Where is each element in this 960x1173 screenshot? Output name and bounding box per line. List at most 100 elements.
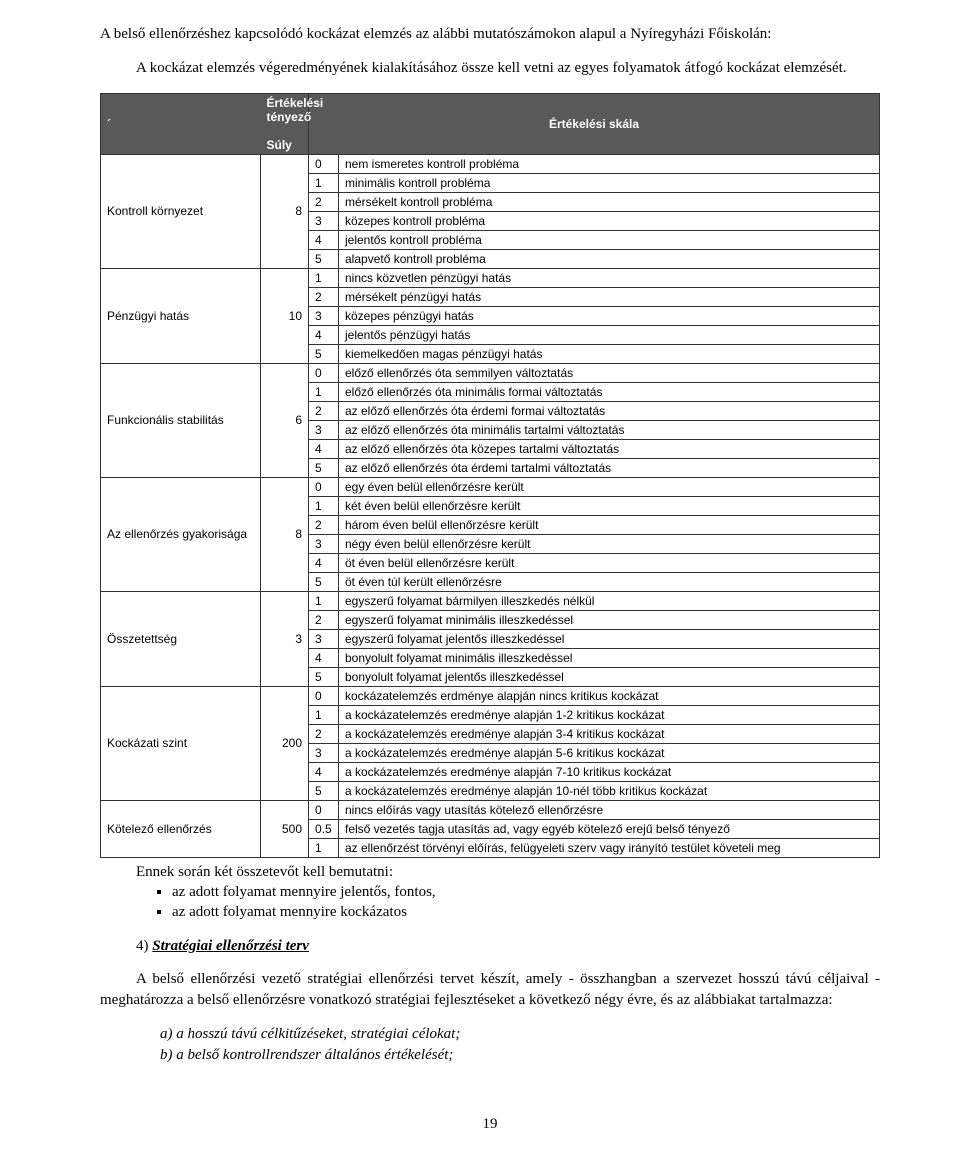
table-row: Az ellenőrzés gyakorisága80egy éven belü… [101,477,880,496]
scale-text-cell: a kockázatelemzés eredménye alapján 5-6 … [339,743,880,762]
scale-code-cell: 4 [309,553,339,572]
scale-text-cell: kiemelkedően magas pénzügyi hatás [339,344,880,363]
intro-paragraph-1: A belső ellenőrzéshez kapcsolódó kockáza… [100,24,880,44]
scale-code-cell: 0 [309,800,339,819]
table-row: Összetettség31egyszerű folyamat bármilye… [101,591,880,610]
scale-code-cell: 5 [309,458,339,477]
scale-text-cell: három éven belül ellenőrzésre került [339,515,880,534]
scale-text-cell: egy éven belül ellenőrzésre került [339,477,880,496]
table-row: Kontroll környezet80nem ismeretes kontro… [101,154,880,173]
scale-code-cell: 0 [309,363,339,382]
header-weight-label: Súly [267,138,292,152]
scale-text-cell: négy éven belül ellenőrzésre került [339,534,880,553]
scale-text-cell: közepes pénzügyi hatás [339,306,880,325]
scale-code-cell: 3 [309,306,339,325]
scale-code-cell: 5 [309,667,339,686]
scale-text-cell: nincs közvetlen pénzügyi hatás [339,268,880,287]
factor-weight-cell: 10 [261,268,309,363]
factor-name-cell: Kockázati szint [101,686,261,800]
scale-text-cell: a kockázatelemzés eredménye alapján 10-n… [339,781,880,800]
scale-text-cell: alapvető kontroll probléma [339,249,880,268]
scale-text-cell: az előző ellenőrzés óta közepes tartalmi… [339,439,880,458]
table-row: Kötelező ellenőrzés5000nincs előírás vag… [101,800,880,819]
scale-text-cell: kockázatelemzés erdménye alapján nincs k… [339,686,880,705]
scale-code-cell: 0 [309,154,339,173]
scale-code-cell: 1 [309,496,339,515]
scale-code-cell: 2 [309,192,339,211]
scale-text-cell: az előző ellenőrzés óta minimális tartal… [339,420,880,439]
scale-code-cell: 4 [309,230,339,249]
factor-weight-cell: 8 [261,154,309,268]
scale-text-cell: nem ismeretes kontroll probléma [339,154,880,173]
scale-code-cell: 3 [309,629,339,648]
scale-text-cell: mérsékelt kontroll probléma [339,192,880,211]
scale-code-cell: 1 [309,382,339,401]
scale-text-cell: a kockázatelemzés eredménye alapján 3-4 … [339,724,880,743]
heading-title: Stratégiai ellenőrzési terv [152,938,309,954]
scale-code-cell: 2 [309,610,339,629]
section-heading-4: 4) Stratégiai ellenőrzési terv [136,938,880,955]
bullet-list: az adott folyamat mennyire jelentős, fon… [100,882,880,923]
scale-code-cell: 2 [309,724,339,743]
header-corner: ´ [101,93,261,154]
factor-name-cell: Pénzügyi hatás [101,268,261,363]
factor-name-cell: Kontroll környezet [101,154,261,268]
factor-weight-cell: 6 [261,363,309,477]
factor-weight-cell: 3 [261,591,309,686]
scale-text-cell: az előző ellenőrzés óta érdemi tartalmi … [339,458,880,477]
scale-code-cell: 3 [309,420,339,439]
scale-code-cell: 0 [309,686,339,705]
scale-text-cell: bonyolult folyamat jelentős illeszkedéss… [339,667,880,686]
bullet-item: az adott folyamat mennyire jelentős, fon… [172,882,880,902]
scale-code-cell: 1 [309,173,339,192]
factor-name-cell: Összetettség [101,591,261,686]
scale-code-cell: 4 [309,325,339,344]
scale-code-cell: 2 [309,401,339,420]
scale-code-cell: 3 [309,211,339,230]
scale-text-cell: öt éven belül ellenőrzésre került [339,553,880,572]
scale-code-cell: 4 [309,648,339,667]
scale-code-cell: 5 [309,781,339,800]
scale-text-cell: a kockázatelemzés eredménye alapján 7-10… [339,762,880,781]
scale-text-cell: egyszerű folyamat minimális illeszkedéss… [339,610,880,629]
scale-text-cell: felső vezetés tagja utasítás ad, vagy eg… [339,819,880,838]
scale-text-cell: nincs előírás vagy utasítás kötelező ell… [339,800,880,819]
abc-item: b) a belső kontrollrendszer általános ér… [160,1045,880,1066]
factor-name-cell: Az ellenőrzés gyakorisága [101,477,261,591]
scale-code-cell: 5 [309,344,339,363]
scale-code-cell: 3 [309,743,339,762]
scale-code-cell: 4 [309,762,339,781]
scale-code-cell: 2 [309,515,339,534]
scale-code-cell: 5 [309,572,339,591]
scale-text-cell: előző ellenőrzés óta semmilyen változtat… [339,363,880,382]
scale-code-cell: 1 [309,591,339,610]
scale-text-cell: a kockázatelemzés eredménye alapján 1-2 … [339,705,880,724]
scale-text-cell: az előző ellenőrzés óta érdemi formai vá… [339,401,880,420]
scale-text-cell: két éven belül ellenőrzésre került [339,496,880,515]
factor-weight-cell: 200 [261,686,309,800]
factor-name-cell: Funkcionális stabilitás [101,363,261,477]
scale-text-cell: bonyolult folyamat minimális illeszkedés… [339,648,880,667]
scale-code-cell: 3 [309,534,339,553]
scale-text-cell: minimális kontroll probléma [339,173,880,192]
page-number: 19 [100,1116,880,1133]
page: A belső ellenőrzéshez kapcsolódó kockáza… [0,0,960,1173]
table-header-row: ´ Értékelési tényező Súly Értékelési ská… [101,93,880,154]
after-table-text: Ennek során két összetevőt kell bemutatn… [100,862,880,882]
scale-text-cell: öt éven túl került ellenőrzésre [339,572,880,591]
scale-code-cell: 5 [309,249,339,268]
scale-text-cell: egyszerű folyamat bármilyen illeszkedés … [339,591,880,610]
scale-code-cell: 1 [309,705,339,724]
bullet-item: az adott folyamat mennyire kockázatos [172,902,880,922]
scale-code-cell: 1 [309,838,339,857]
abc-item: a) a hosszú távú célkitűzéseket, stratég… [160,1024,880,1045]
abc-list: a) a hosszú távú célkitűzéseket, stratég… [160,1024,880,1066]
table-row: Funkcionális stabilitás60előző ellenőrzé… [101,363,880,382]
factor-weight-cell: 500 [261,800,309,857]
scale-code-cell: 1 [309,268,339,287]
risk-table: ´ Értékelési tényező Súly Értékelési ská… [100,93,880,858]
table-row: Kockázati szint2000kockázatelemzés erdmé… [101,686,880,705]
scale-text-cell: jelentős pénzügyi hatás [339,325,880,344]
scale-text-cell: mérsékelt pénzügyi hatás [339,287,880,306]
scale-code-cell: 2 [309,287,339,306]
